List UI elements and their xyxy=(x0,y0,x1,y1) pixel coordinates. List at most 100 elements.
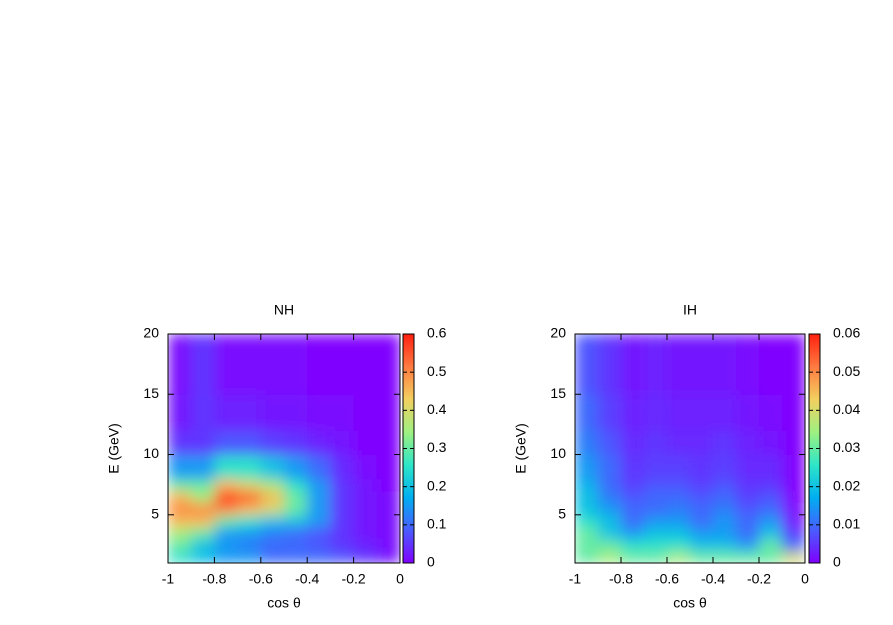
heatmap-cell xyxy=(575,526,599,540)
heatmap-cell xyxy=(330,394,355,431)
heatmap-cell xyxy=(621,514,645,528)
heatmap-cell xyxy=(353,502,378,516)
heatmap-cell xyxy=(575,394,599,431)
heatmap-cell xyxy=(307,394,331,431)
heatmap-cell xyxy=(759,454,783,480)
heatmap-cell xyxy=(759,478,783,492)
heatmap-cell xyxy=(330,514,355,528)
heatmap-cell xyxy=(690,514,714,528)
colorbar-tick-label: 0.6 xyxy=(427,325,447,341)
heatmap-cell xyxy=(168,550,192,563)
heatmap-cell xyxy=(260,454,285,480)
heatmap-cell xyxy=(713,514,737,528)
heatmap-cell xyxy=(260,550,285,563)
heatmap-cell xyxy=(736,514,760,528)
heatmap-cell xyxy=(237,514,262,528)
heatmap-cell xyxy=(667,334,691,395)
heatmap-cell xyxy=(376,550,400,563)
heatmap-cell xyxy=(307,454,331,480)
heatmap-cell xyxy=(353,454,378,480)
heatmap-cell xyxy=(667,514,691,528)
heatmap-cell xyxy=(214,478,239,492)
x-tick-label: -0.6 xyxy=(249,571,273,587)
y-tick-label: 10 xyxy=(143,445,159,461)
heatmap-cell xyxy=(353,478,378,492)
heatmap-cell xyxy=(214,538,239,552)
heatmap-cell xyxy=(690,526,714,540)
heatmap-cell xyxy=(621,550,645,563)
heatmap-cell xyxy=(214,430,239,456)
heatmap-cell xyxy=(575,490,599,504)
heatmap-cell xyxy=(237,454,262,480)
heatmap-cell xyxy=(284,394,308,431)
heatmap-cell xyxy=(330,490,355,504)
heatmap-cell xyxy=(260,502,285,516)
y-tick-label: 5 xyxy=(558,505,566,521)
heatmap-cell xyxy=(168,478,192,492)
heatmap-cell xyxy=(214,454,239,480)
heatmap-cell xyxy=(168,430,192,456)
colorbar-tick-label: 0.2 xyxy=(427,477,447,493)
heatmap-cell xyxy=(759,490,783,504)
colorbar-tick-label: 0.01 xyxy=(833,516,860,532)
heatmap-cell xyxy=(759,550,783,563)
colorbar-tick-label: 0.5 xyxy=(427,363,447,379)
heatmap-cell xyxy=(621,490,645,504)
heatmap-cell xyxy=(260,478,285,492)
heatmap-cell xyxy=(782,334,805,395)
heatmap-cell xyxy=(284,538,308,552)
heatmap-cell xyxy=(260,538,285,552)
heatmap-cell xyxy=(284,334,308,395)
colorbar-tick-label: 0 xyxy=(833,554,841,570)
heatmap-cell xyxy=(284,526,308,540)
heatmap-cell xyxy=(237,430,262,456)
heatmap-cell xyxy=(667,502,691,516)
heatmap-cell xyxy=(260,430,285,456)
heatmap-cell xyxy=(376,430,400,456)
heatmap-cell xyxy=(713,334,737,395)
heatmap-cell xyxy=(307,538,331,552)
colorbar-tick-label: 0.04 xyxy=(833,401,860,417)
heatmap-cell xyxy=(598,526,622,540)
heatmap-cell xyxy=(690,550,714,563)
heatmap-cell xyxy=(759,514,783,528)
x-tick-label: -1 xyxy=(569,571,582,587)
heatmap-cell xyxy=(667,526,691,540)
heatmap-cell xyxy=(782,430,805,456)
heatmap-cell xyxy=(782,538,805,552)
heatmap-cell xyxy=(713,550,737,563)
heatmap-cell xyxy=(736,550,760,563)
chart-title: IH xyxy=(683,302,697,318)
heatmap-cell xyxy=(736,502,760,516)
heatmap-cell xyxy=(736,430,760,456)
heatmap-cell xyxy=(330,526,355,540)
heatmap-cell xyxy=(667,550,691,563)
heatmap-cell xyxy=(644,478,668,492)
heatmap-cell xyxy=(191,334,215,395)
heatmap-cell xyxy=(330,478,355,492)
heatmap-cell xyxy=(713,538,737,552)
heatmap-cell xyxy=(644,490,668,504)
y-tick-label: 10 xyxy=(550,445,566,461)
x-tick-label: -0.8 xyxy=(202,571,226,587)
x-axis-label: cos θ xyxy=(673,595,707,611)
y-tick-label: 20 xyxy=(143,325,159,341)
heatmap-cell xyxy=(667,454,691,480)
heatmap-cell xyxy=(759,538,783,552)
heatmap-cell xyxy=(736,454,760,480)
heatmap-cell xyxy=(621,478,645,492)
heatmap-cell xyxy=(690,502,714,516)
heatmap-cell xyxy=(376,514,400,528)
heatmap-cell xyxy=(284,454,308,480)
plot-frame xyxy=(167,333,401,564)
heatmap-cell xyxy=(644,502,668,516)
heatmap-cell xyxy=(759,502,783,516)
heatmap-cell xyxy=(598,430,622,456)
heatmap-cell xyxy=(598,502,622,516)
heatmap-cell xyxy=(330,550,355,563)
heatmap-cell xyxy=(690,334,714,395)
heatmap-cell xyxy=(237,394,262,431)
heatmap-cell xyxy=(782,514,805,528)
heatmap-cell xyxy=(284,502,308,516)
heatmap-cell xyxy=(260,334,285,395)
